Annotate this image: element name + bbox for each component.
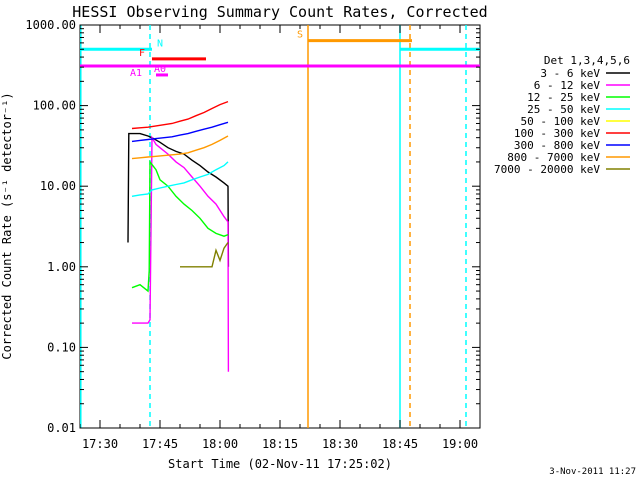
legend-label: 800 - 7000 keV (507, 151, 600, 164)
plot-area: N F S A0 A1 (79, 24, 481, 429)
series-line-3-6-kev (127, 132, 230, 267)
legend-label: 6 - 12 keV (534, 79, 601, 92)
x-tick-label: 18:45 (382, 437, 418, 451)
x-tick-label: 18:15 (262, 437, 298, 451)
legend-label: 3 - 6 keV (540, 67, 600, 80)
legend-label: 7000 - 20000 keV (494, 163, 600, 176)
y-tick-label: 1000.00 (25, 18, 76, 32)
legend-label: 12 - 25 keV (527, 91, 600, 104)
y-tick-label: 100.00 (33, 99, 76, 113)
y-tick-label: 0.10 (47, 340, 76, 354)
x-tick-label: 19:00 (442, 437, 478, 451)
y-tick-label: 0.01 (47, 421, 76, 435)
x-tick-label: 18:30 (322, 437, 358, 451)
series-line-800-7000-kev (131, 135, 229, 160)
flag-label-a0: A0 (154, 64, 166, 75)
x-tick-label: 17:45 (142, 437, 178, 451)
series-line-6-12-kev (132, 135, 230, 372)
legend-label: 25 - 50 keV (527, 103, 600, 116)
flag-label-f: F (139, 48, 145, 59)
x-tick-label: 18:00 (202, 437, 238, 451)
flag-label-n: N (157, 38, 163, 49)
series-line-12-25-kev (131, 159, 229, 293)
x-tick-label: 17:30 (82, 437, 118, 451)
series-line-100-300-kev (131, 100, 229, 130)
y-tick-label: 10.00 (40, 179, 76, 193)
flag-label-s: S (297, 30, 303, 41)
legend-label: 300 - 800 keV (514, 139, 600, 152)
legend-label: 100 - 300 keV (514, 127, 600, 140)
legend-label: 50 - 100 keV (521, 115, 601, 128)
timestamp: 3-Nov-2011 11:27 (549, 467, 636, 477)
series-line-7000-20000-kev (180, 242, 229, 268)
legend-title: Det 1,3,4,5,6 (544, 54, 630, 67)
y-axis-label: Corrected Count Rate (s⁻¹ detector⁻¹) (0, 92, 14, 359)
series-line-300-800-kev (131, 121, 229, 143)
x-axis-label: Start Time (02-Nov-11 17:25:02) (168, 457, 392, 471)
flag-label-a1: A1 (130, 68, 142, 79)
y-tick-label: 1.00 (47, 260, 76, 274)
chart-title: HESSI Observing Summary Count Rates, Cor… (72, 3, 487, 21)
series-line-25-50-kev (131, 161, 229, 197)
plot-frame (79, 24, 481, 429)
